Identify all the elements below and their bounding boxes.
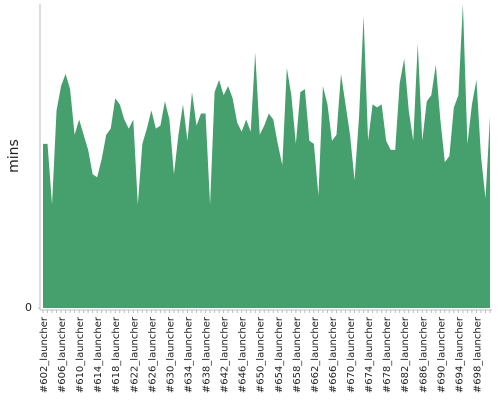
x-tick-label: #602_launcher	[39, 316, 50, 393]
x-tick-label: #634_launcher	[183, 316, 194, 393]
area	[43, 4, 490, 308]
x-tick-label: #638_launcher	[202, 316, 213, 393]
x-tick-label: #654_launcher	[274, 316, 285, 393]
x-tick-label: #630_launcher	[165, 316, 176, 393]
x-tick-label: #658_launcher	[292, 316, 303, 393]
x-tick-label: #674_launcher	[364, 316, 375, 393]
x-tick-label: #626_launcher	[147, 316, 158, 393]
x-tick-label: #670_launcher	[346, 316, 357, 393]
x-tick-label: #686_launcher	[418, 316, 429, 393]
x-tick-label: #618_launcher	[111, 316, 122, 393]
x-tick-label: #666_launcher	[328, 316, 339, 393]
x-tick-label: #694_launcher	[454, 316, 465, 393]
y-tick-label: 0	[25, 301, 32, 314]
x-tick-label: #622_launcher	[129, 316, 140, 393]
x-tick-label: #662_launcher	[310, 316, 321, 393]
y-axis-title: mins	[6, 139, 22, 173]
x-tick-label: #690_launcher	[436, 316, 447, 393]
x-tick-label: #698_launcher	[472, 316, 483, 393]
x-tick-label: #650_launcher	[256, 316, 267, 393]
x-tick-label: #614_launcher	[93, 316, 104, 393]
x-tick-label: #682_launcher	[400, 316, 411, 393]
x-tick-label: #610_launcher	[75, 316, 86, 393]
x-tick-label: #642_launcher	[220, 316, 231, 393]
x-tick-label: #678_launcher	[382, 316, 393, 393]
x-tick-label: #606_launcher	[57, 316, 68, 393]
x-tick-label: #646_launcher	[238, 316, 249, 393]
